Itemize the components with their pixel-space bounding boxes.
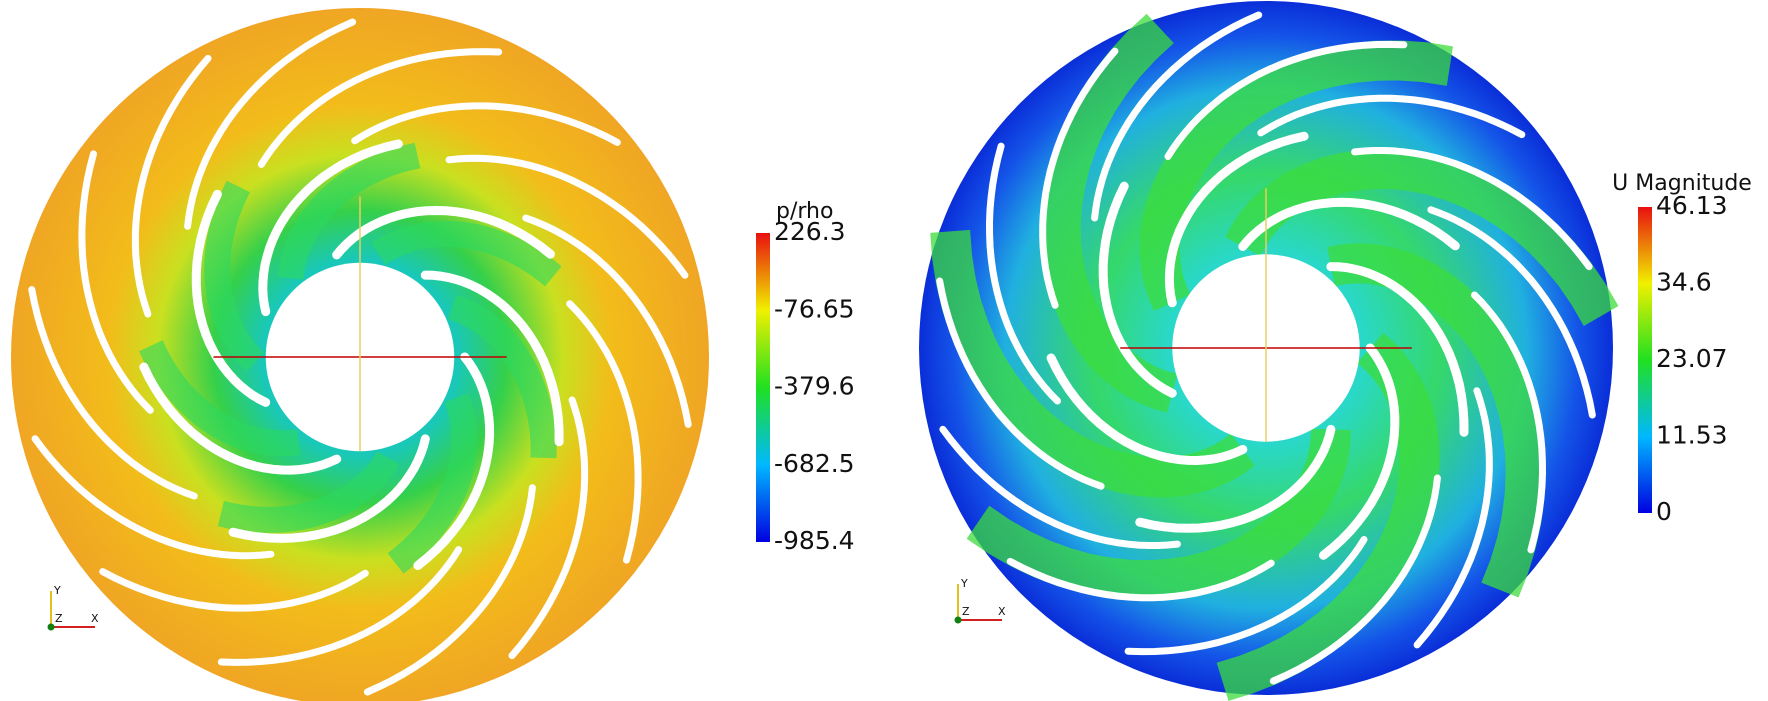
triad-z — [955, 617, 962, 624]
colorbar-tick-label: -985.4 — [774, 526, 855, 555]
colorbar-tick-label: 23.07 — [1656, 344, 1728, 373]
colorbar — [1638, 207, 1652, 513]
triad-z — [48, 624, 55, 631]
figure: p/rho226.3-76.65-379.6-682.5-985.4YZX U … — [0, 0, 1768, 701]
triad-y-label: Y — [960, 577, 968, 590]
colorbar-tick-label: -379.6 — [774, 372, 855, 401]
triad-y-label: Y — [53, 584, 61, 597]
colorbar — [756, 233, 770, 542]
triad-x-label: X — [998, 605, 1006, 618]
colorbar-tick-label: 0 — [1656, 497, 1672, 526]
colorbar-tick-label: -682.5 — [774, 449, 855, 478]
colorbar-tick-label: 46.13 — [1656, 191, 1728, 220]
colorbar-tick-label: 11.53 — [1656, 421, 1728, 450]
colorbar-tick-label: 34.6 — [1656, 268, 1712, 297]
colorbar-tick-label: -76.65 — [774, 294, 855, 323]
triad-x-label: X — [91, 612, 99, 625]
triad-z-label: Z — [55, 612, 63, 625]
colorbar-tick-label: 226.3 — [774, 217, 846, 246]
triad-z-label: Z — [962, 605, 970, 618]
